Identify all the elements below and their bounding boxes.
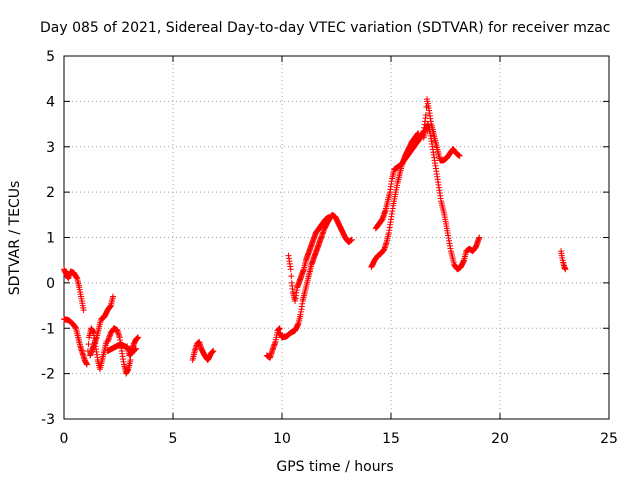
data-point <box>348 236 355 243</box>
x-tick-label: 25 <box>600 431 618 447</box>
x-tick-label: 15 <box>382 431 400 447</box>
data-point <box>422 111 429 118</box>
data-point <box>80 307 87 314</box>
data-point <box>132 345 139 352</box>
y-tick-label: 5 <box>46 49 55 65</box>
x-tick-label: 20 <box>491 431 509 447</box>
data-point <box>476 234 483 241</box>
y-tick-label: -3 <box>41 412 55 428</box>
x-axis-label: GPS time / hours <box>276 459 393 475</box>
axis-ticks: -3 -2 -1 0 1 2 3 4 5 0 5 10 15 20 25 <box>41 49 618 447</box>
data-point <box>562 266 569 273</box>
y-tick-label: 0 <box>46 276 55 292</box>
data-point <box>288 273 295 280</box>
y-tick-label: -1 <box>41 321 55 337</box>
y-tick-label: 4 <box>46 94 55 110</box>
x-tick-label: 10 <box>273 431 291 447</box>
data-point <box>135 334 142 341</box>
data-point <box>456 152 463 159</box>
data-points <box>61 96 569 377</box>
x-tick-label: 0 <box>60 431 69 447</box>
y-tick-label: -2 <box>41 367 55 383</box>
grid <box>64 56 609 419</box>
data-point <box>85 341 92 348</box>
data-point <box>110 293 117 300</box>
data-point <box>83 361 90 368</box>
data-point <box>127 357 134 364</box>
data-point <box>210 347 217 354</box>
y-tick-label: 3 <box>46 140 55 156</box>
y-axis-label: SDTVAR / TECUs <box>7 181 23 296</box>
data-point <box>287 266 294 273</box>
y-tick-label: 1 <box>46 231 55 247</box>
data-point <box>325 214 332 221</box>
x-tick-label: 5 <box>169 431 178 447</box>
chart-title: Day 085 of 2021, Sidereal Day-to-day VTE… <box>40 20 610 36</box>
y-tick-label: 2 <box>46 185 55 201</box>
